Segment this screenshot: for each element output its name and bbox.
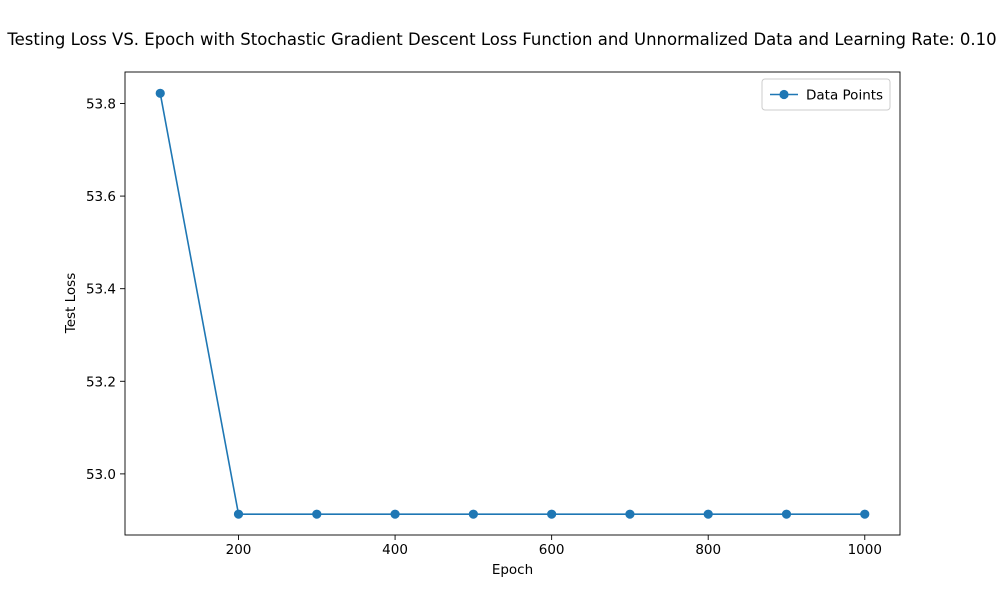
- data-point: [781, 509, 792, 519]
- legend-box: [761, 78, 891, 111]
- x-axis-label: Epoch: [492, 562, 533, 578]
- y-tick-label: 53.4: [86, 282, 116, 298]
- data-point: [390, 509, 400, 519]
- data-point: [625, 509, 635, 519]
- y-axis-label: Test Loss: [63, 273, 79, 335]
- data-point: [155, 88, 165, 98]
- series-line: [159, 93, 865, 515]
- x-tick-label: 400: [382, 542, 408, 558]
- plot-area: 200 400 600 800 1000 53.0 53.2 53.4 53.6 53.8 Data…: [86, 71, 901, 558]
- chart-title: Testing Loss VS. Epoch with Stochastic G…: [6, 30, 996, 49]
- y-tick-label: 53.6: [86, 189, 116, 205]
- x-tick-label: 800: [695, 542, 721, 558]
- x-tick-label: 600: [539, 542, 565, 558]
- data-point: [703, 509, 713, 519]
- legend-label: Data Points: [806, 88, 883, 104]
- x-tick-label: 200: [226, 542, 252, 558]
- y-tick-label: 53.0: [86, 467, 116, 483]
- data-point: [547, 509, 557, 519]
- x-tick-label: 1000: [848, 542, 882, 558]
- data-point: [860, 509, 870, 519]
- data-point: [312, 509, 322, 519]
- legend-marker-swatch: [779, 89, 789, 100]
- data-point: [233, 509, 244, 519]
- data-point: [468, 509, 478, 519]
- y-tick-label: 53.8: [86, 96, 116, 112]
- y-tick-label: 53.2: [86, 374, 116, 390]
- axes-frame: [124, 71, 901, 536]
